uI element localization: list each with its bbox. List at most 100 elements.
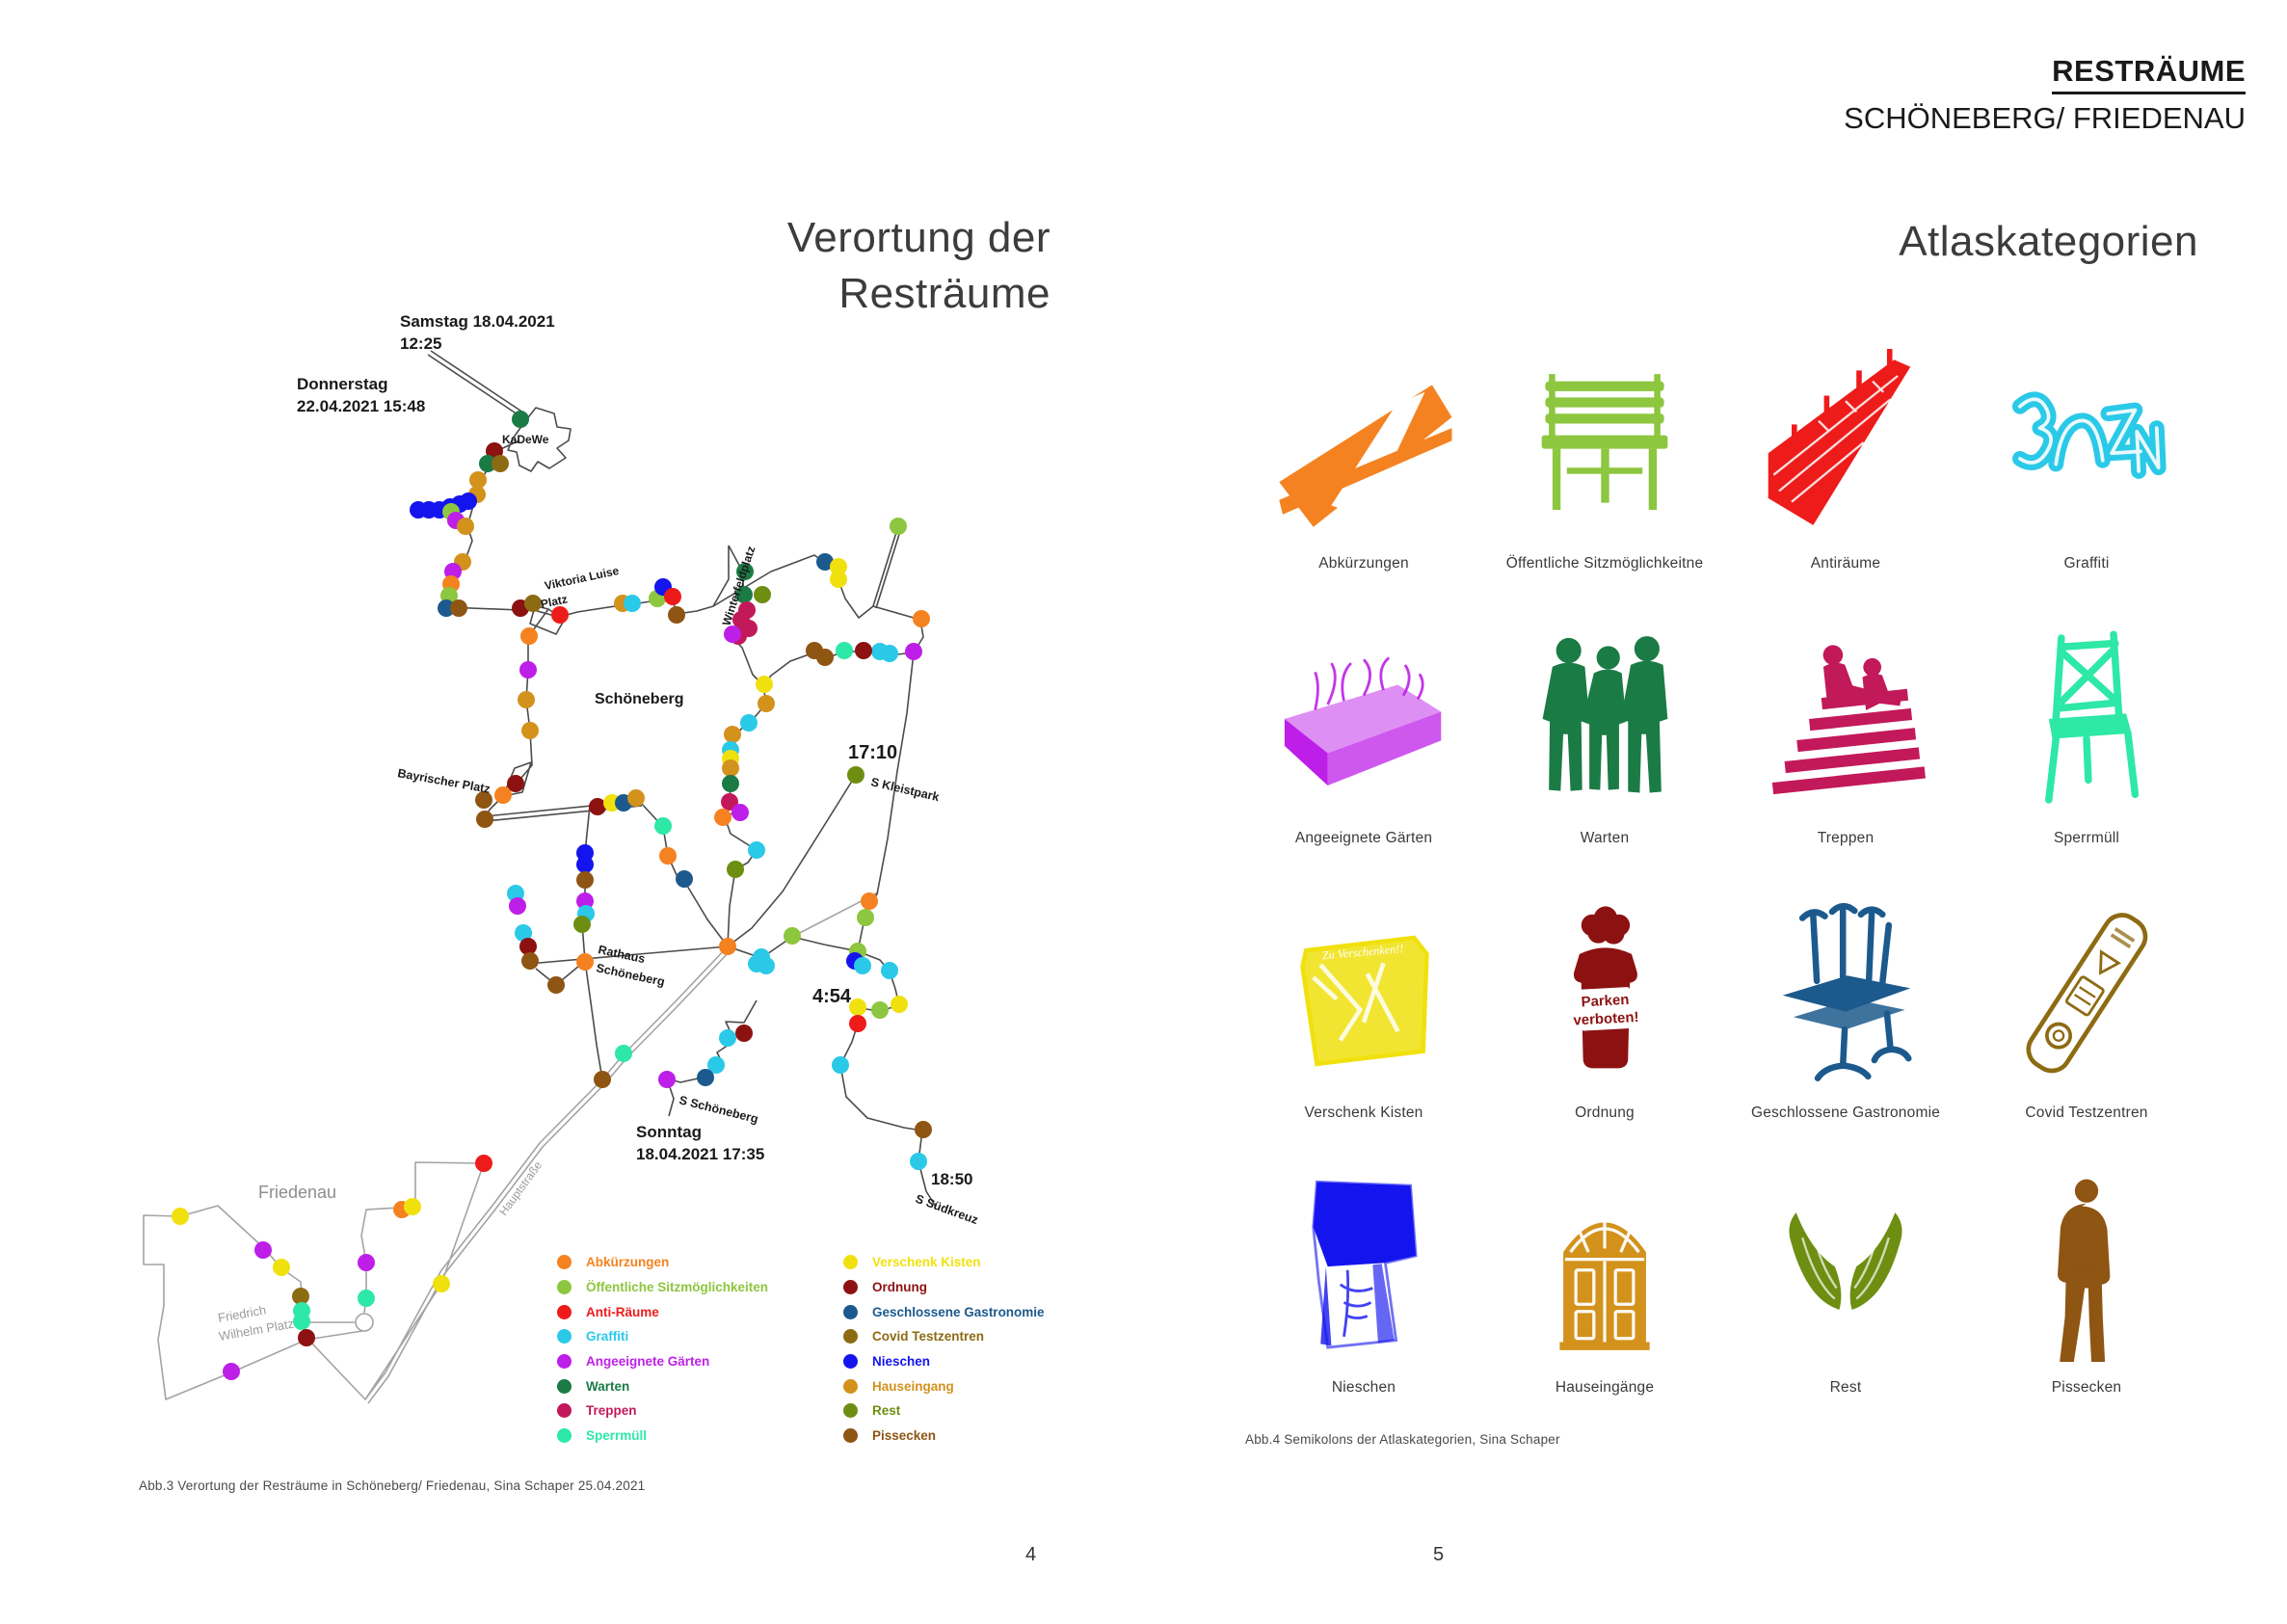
map-dot-graffiti [740, 714, 758, 732]
map-dot-pissecken [816, 649, 834, 666]
map-dot-graffiti [753, 948, 770, 966]
map-dot-warten [722, 775, 739, 792]
map-dot-hauseingang [457, 518, 474, 535]
map-label: Wilhelm Platz [218, 1317, 295, 1344]
category-label: Abkürzungen [1318, 555, 1409, 572]
map-dot-graffiti [881, 645, 898, 662]
map-dot-rest [847, 766, 864, 784]
category-standing-man: Pissecken [1966, 1169, 2207, 1444]
page-number-right: 5 [1433, 1544, 1445, 1565]
map-label: Friedrich [217, 1302, 267, 1325]
legend-label: Öffentliche Sitzmöglichkeiten [586, 1280, 769, 1295]
map-dot-graffiti [507, 885, 524, 902]
map-dot-graffiti [758, 957, 775, 974]
door-icon-box [1514, 1169, 1695, 1366]
map-dot-graffiti [707, 1056, 725, 1074]
legend-item-sperrmull: Sperrmüll [557, 1424, 768, 1449]
map-dot-gastro [816, 553, 834, 571]
map-dot-rest [573, 916, 591, 933]
legend-dot-abk [557, 1255, 572, 1270]
map-dot-sperrmull [293, 1302, 310, 1319]
legend-dot-nieschen [843, 1354, 858, 1370]
legend-dot-verschenk [843, 1255, 858, 1270]
stacked-tables-icon-box [1755, 894, 1936, 1091]
map-dot-gastro [438, 599, 455, 617]
map-dot-hauseingang [468, 486, 486, 503]
map-dot-nieschen [420, 501, 438, 519]
map-dot-gastro [615, 794, 632, 812]
category-waiting-people: Warten [1484, 620, 1725, 894]
category-label: Sperrmüll [2053, 830, 2120, 846]
legend-item-anti: Anti-Räume [557, 1299, 768, 1324]
map-dot-pissecken [476, 811, 493, 828]
map-road [875, 527, 902, 609]
legend-item-verschenk: Verschenk Kisten [843, 1250, 1045, 1275]
category-giveaway-box: Zu Verschenken!! Verschenk Kisten [1243, 894, 1484, 1169]
map-dot-ordnung [512, 599, 529, 617]
giveaway-box-icon-box: Zu Verschenken!! [1273, 894, 1454, 1091]
legend-item-hauseingang: Hauseingang [843, 1373, 1045, 1398]
map-dot-warten [735, 586, 753, 603]
door-icon [1559, 1215, 1650, 1350]
legend-dot-rest [843, 1403, 858, 1419]
stairs-icon-box [1755, 620, 1936, 816]
legend-dot-gastro [843, 1304, 858, 1319]
legend-label: Anti-Räume [586, 1304, 659, 1319]
legend-label: Hauseingang [872, 1378, 954, 1394]
map-dot-sitz [784, 927, 801, 945]
map-dot-pissecken [521, 952, 539, 970]
map-dot-pissecken [594, 1071, 611, 1088]
map-dot-graffiti [515, 924, 532, 942]
map-dot-treppen [721, 793, 738, 811]
map-label: S Kleistpark [869, 775, 941, 804]
document-header: RESTRÄUME SCHÖNEBERG/ FRIEDENAU [1844, 54, 2246, 136]
legend-dot-ordnung [843, 1280, 858, 1295]
figure-caption-abb3: Abb.3 Verortung der Resträume in Schöneb… [139, 1478, 646, 1493]
category-bench: Öffentliche Sitzmöglichkeitne [1484, 345, 1725, 620]
map-label: Donnerstag [297, 375, 387, 393]
map-dot-garten [658, 1071, 676, 1088]
map-roads [143, 350, 937, 1404]
legend-label: Ordnung [872, 1280, 927, 1295]
map-road [427, 354, 521, 417]
map-dot-treppen [730, 627, 747, 645]
map-road [640, 802, 729, 947]
category-label: Rest [1829, 1379, 1862, 1396]
stacked-tables-icon [1782, 902, 1912, 1081]
map-dot-garten [576, 892, 594, 910]
map-dot-sperrmull [358, 1290, 375, 1307]
map-road [417, 508, 468, 527]
map-label: S Schöneberg [678, 1093, 759, 1126]
map-dot-garten [447, 512, 465, 529]
brick-wall-icon [1768, 349, 1911, 525]
map-dot-nieschen [654, 578, 672, 596]
garden-bed-icon [1284, 656, 1442, 785]
map-dot-treppen [732, 611, 750, 628]
map-dot-sitz [890, 518, 907, 535]
legend-column-2: Verschenk Kisten Ordnung Geschlossene Gast… [843, 1250, 1045, 1449]
brick-wall-icon-box [1755, 345, 1936, 542]
map-dot-graffiti [881, 962, 898, 979]
map-dot-graffiti [577, 905, 595, 922]
map-dot-hauseingang [454, 553, 471, 571]
map-dot-graffiti [871, 643, 889, 660]
chair-icon-box [1996, 620, 2177, 816]
legend-item-graffiti: Graffiti [557, 1324, 768, 1349]
map-road [485, 805, 643, 822]
map-dot-hauseingang [521, 722, 539, 739]
map-road [712, 554, 874, 619]
category-bollard: Parken verboten! Ordnung [1484, 894, 1725, 1169]
map-road [529, 609, 566, 635]
map-dot-abk [576, 953, 594, 971]
map-dot-abk [494, 786, 512, 804]
legend-label: Covid Testzentren [872, 1329, 985, 1344]
map-dot-rest [727, 861, 744, 878]
category-wings: Rest [1725, 1169, 1966, 1444]
map-dot-sperrmull [293, 1313, 310, 1330]
map-dot-sitz [649, 590, 666, 607]
map-dot-abk [913, 610, 930, 627]
map-road [727, 774, 857, 947]
map-dot-nieschen [441, 498, 459, 516]
map-dot-anti [551, 606, 569, 624]
